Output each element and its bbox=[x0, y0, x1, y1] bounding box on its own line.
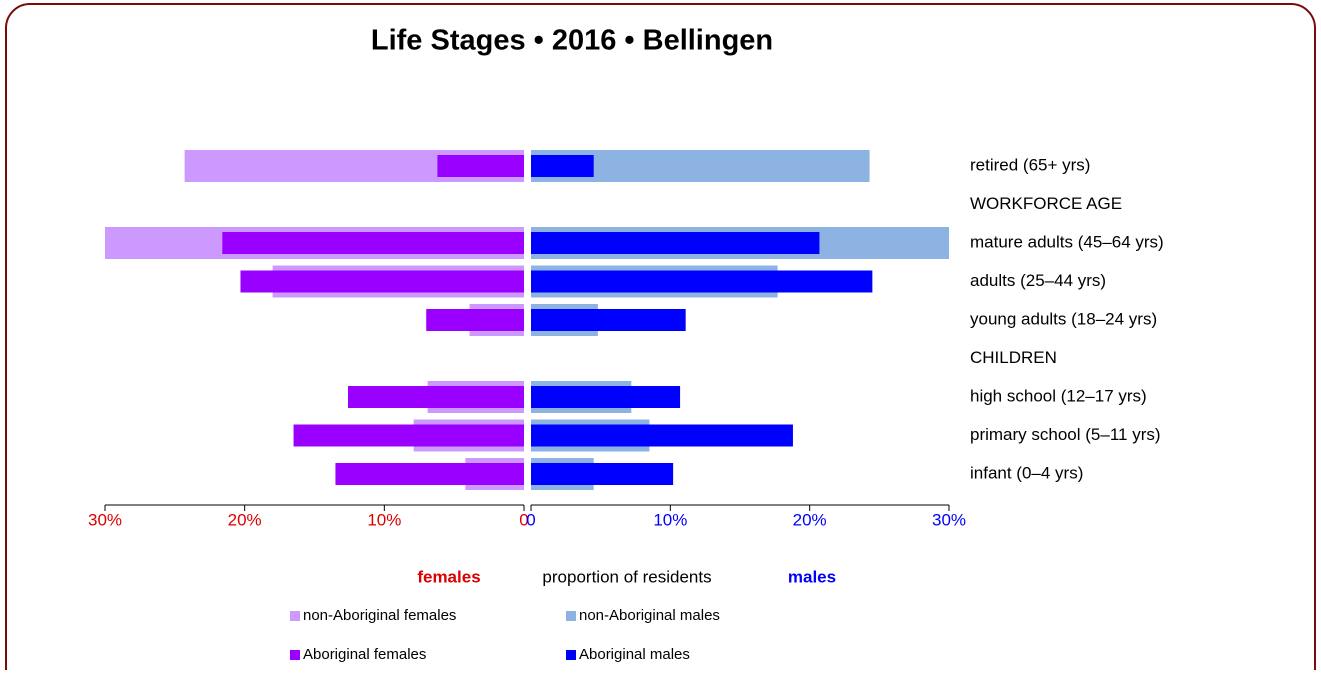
bar bbox=[531, 463, 674, 485]
bar bbox=[531, 232, 820, 254]
category-label: high school (12–17 yrs) bbox=[970, 386, 1147, 405]
x-tick-label: 10% bbox=[367, 510, 401, 529]
bar bbox=[531, 386, 681, 408]
legend-label: non-Aboriginal males bbox=[579, 607, 720, 624]
bar bbox=[426, 309, 524, 331]
chart-title: Life Stages • 2016 • Bellingen bbox=[371, 25, 773, 57]
bar bbox=[531, 309, 686, 331]
bar bbox=[531, 155, 594, 177]
category-label: retired (65+ yrs) bbox=[970, 155, 1090, 174]
category-label: adults (25–44 yrs) bbox=[970, 271, 1106, 290]
legend-swatch bbox=[290, 650, 300, 660]
legend-swatch bbox=[290, 611, 300, 621]
category-label: primary school (5–11 yrs) bbox=[970, 425, 1161, 444]
legend-label: non-Aboriginal females bbox=[303, 607, 456, 624]
x-tick-label: 30% bbox=[932, 510, 966, 529]
males-label: males bbox=[788, 567, 836, 586]
bar bbox=[531, 270, 873, 293]
bar bbox=[335, 463, 524, 485]
x-tick-label: 20% bbox=[793, 510, 827, 529]
x-tick-label: 20% bbox=[228, 510, 262, 529]
category-label: WORKFORCE AGE bbox=[970, 194, 1122, 213]
category-label: young adults (18–24 yrs) bbox=[970, 309, 1157, 328]
legend-label: Aboriginal males bbox=[579, 646, 690, 663]
x-tick-label: 0 bbox=[519, 510, 528, 529]
x-tick-label: 0 bbox=[526, 510, 535, 529]
bar bbox=[293, 424, 524, 447]
x-axis-label: proportion of residents bbox=[542, 567, 711, 586]
bar bbox=[348, 386, 524, 408]
bar bbox=[240, 270, 524, 293]
x-tick-label: 30% bbox=[88, 510, 122, 529]
legend-swatch bbox=[566, 611, 576, 621]
bar bbox=[222, 232, 524, 254]
category-label: mature adults (45–64 yrs) bbox=[970, 232, 1164, 251]
bar bbox=[531, 424, 793, 447]
x-tick-label: 10% bbox=[653, 510, 687, 529]
category-label: CHILDREN bbox=[970, 348, 1057, 367]
legend-swatch bbox=[566, 650, 576, 660]
bar bbox=[437, 155, 524, 177]
legend-label: Aboriginal females bbox=[303, 646, 426, 663]
females-label: females bbox=[417, 567, 480, 586]
category-label: infant (0–4 yrs) bbox=[970, 463, 1083, 482]
